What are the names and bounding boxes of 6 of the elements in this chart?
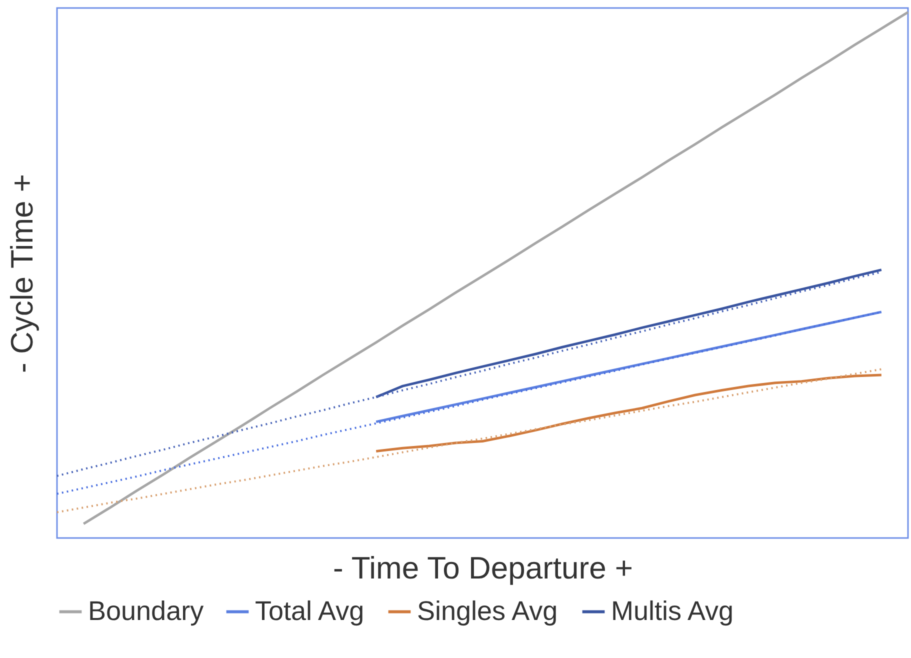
legend-label: Multis Avg <box>611 596 734 626</box>
y-axis-title: - Cycle Time + <box>4 174 40 373</box>
legend-label: Singles Avg <box>417 596 558 626</box>
legend-label: Boundary <box>88 596 204 626</box>
x-axis-title: - Time To Departure + <box>332 550 634 586</box>
legend-label: Total Avg <box>255 596 364 626</box>
